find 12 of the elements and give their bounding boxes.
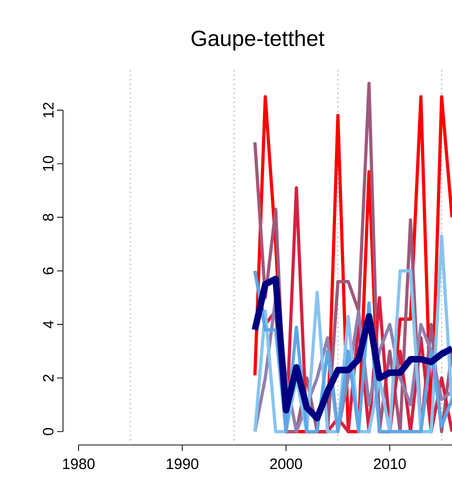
y-tick-label: 12 — [43, 102, 54, 118]
y-tick-label: 2 — [43, 374, 54, 382]
chart-title: Gaupe-tetthet — [192, 30, 324, 50]
x-tick-label: 2010 — [374, 458, 406, 470]
y-tick-label: 10 — [42, 156, 54, 171]
x-tick-label: 2000 — [270, 458, 302, 470]
x-tick-label: 1990 — [166, 458, 198, 470]
y-tick-label: 4 — [43, 320, 54, 328]
y-tick-label: 6 — [42, 267, 54, 274]
y-tick-label: 0 — [42, 428, 54, 436]
y-tick-label: 8 — [42, 214, 54, 221]
x-tick-label: 1980 — [63, 458, 95, 470]
